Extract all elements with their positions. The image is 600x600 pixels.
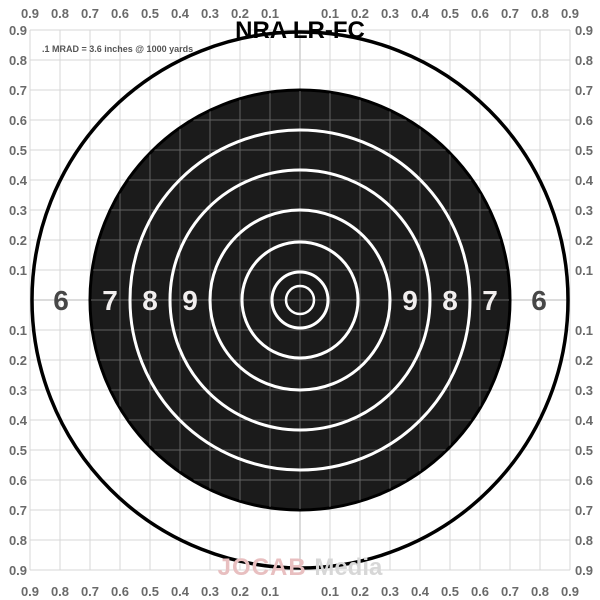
tick-top: 0.4 — [411, 6, 430, 21]
tick-left: 0.2 — [9, 353, 27, 368]
tick-left: 0.4 — [9, 413, 28, 428]
tick-right: 0.9 — [575, 23, 593, 38]
tick-left: 0.7 — [9, 83, 27, 98]
tick-right: 0.4 — [575, 173, 594, 188]
tick-bottom: 0.8 — [531, 584, 549, 599]
ring-number: 9 — [182, 285, 198, 316]
tick-left: 0.1 — [9, 263, 27, 278]
tick-bottom: 0.1 — [261, 584, 279, 599]
tick-bottom: 0.9 — [21, 584, 39, 599]
tick-right: 0.6 — [575, 473, 593, 488]
tick-left: 0.6 — [9, 473, 27, 488]
tick-bottom: 0.2 — [351, 584, 369, 599]
tick-right: 0.3 — [575, 383, 593, 398]
tick-left: 0.3 — [9, 383, 27, 398]
ring-number: 8 — [442, 285, 458, 316]
tick-left: 0.5 — [9, 443, 27, 458]
tick-top: 0.3 — [381, 6, 399, 21]
tick-left: 0.7 — [9, 503, 27, 518]
tick-top: 0.9 — [561, 6, 579, 21]
tick-top: 0.7 — [81, 6, 99, 21]
tick-bottom: 0.7 — [81, 584, 99, 599]
tick-right: 0.5 — [575, 143, 593, 158]
tick-left: 0.2 — [9, 233, 27, 248]
title: NRA LR-FC — [235, 17, 365, 44]
tick-left: 0.3 — [9, 203, 27, 218]
tick-bottom: 0.6 — [111, 584, 129, 599]
ring-number: 7 — [482, 285, 498, 316]
tick-left: 0.5 — [9, 143, 27, 158]
tick-bottom: 0.3 — [381, 584, 399, 599]
tick-right: 0.1 — [575, 263, 593, 278]
tick-left: 0.1 — [9, 323, 27, 338]
tick-top: 0.4 — [171, 6, 190, 21]
tick-bottom: 0.2 — [231, 584, 249, 599]
tick-right: 0.8 — [575, 53, 593, 68]
tick-right: 0.2 — [575, 233, 593, 248]
tick-right: 0.7 — [575, 503, 593, 518]
tick-bottom: 0.1 — [321, 584, 339, 599]
tick-bottom: 0.9 — [561, 584, 579, 599]
tick-right: 0.9 — [575, 563, 593, 578]
watermark: JOCAB Media — [218, 554, 383, 581]
ring-number: 6 — [53, 285, 69, 316]
tick-bottom: 0.3 — [201, 584, 219, 599]
tick-top: 0.5 — [441, 6, 459, 21]
tick-left: 0.9 — [9, 23, 27, 38]
tick-top: 0.6 — [471, 6, 489, 21]
tick-right: 0.8 — [575, 533, 593, 548]
ring-number: 8 — [142, 285, 158, 316]
tick-top: 0.7 — [501, 6, 519, 21]
tick-top: 0.6 — [111, 6, 129, 21]
tick-bottom: 0.4 — [171, 584, 190, 599]
tick-left: 0.8 — [9, 53, 27, 68]
ring-number: 7 — [102, 285, 118, 316]
tick-top: 0.8 — [51, 6, 69, 21]
tick-right: 0.1 — [575, 323, 593, 338]
tick-right: 0.2 — [575, 353, 593, 368]
tick-left: 0.8 — [9, 533, 27, 548]
tick-bottom: 0.6 — [471, 584, 489, 599]
tick-bottom: 0.7 — [501, 584, 519, 599]
tick-top: 0.9 — [21, 6, 39, 21]
tick-left: 0.9 — [9, 563, 27, 578]
target-svg: 0.10.10.10.10.10.10.10.10.20.20.20.20.20… — [0, 0, 600, 600]
tick-bottom: 0.5 — [141, 584, 159, 599]
tick-right: 0.7 — [575, 83, 593, 98]
tick-right: 0.6 — [575, 113, 593, 128]
subtitle: .1 MRAD = 3.6 inches @ 1000 yards — [42, 44, 193, 54]
tick-top: 0.8 — [531, 6, 549, 21]
tick-right: 0.4 — [575, 413, 594, 428]
tick-left: 0.4 — [9, 173, 28, 188]
tick-top: 0.5 — [141, 6, 159, 21]
tick-bottom: 0.4 — [411, 584, 430, 599]
tick-right: 0.5 — [575, 443, 593, 458]
tick-top: 0.3 — [201, 6, 219, 21]
ring-number: 9 — [402, 285, 418, 316]
tick-bottom: 0.8 — [51, 584, 69, 599]
ring-number: 6 — [531, 285, 547, 316]
tick-left: 0.6 — [9, 113, 27, 128]
target-diagram-container: { "title": "NRA LR-FC", "title_fontsize"… — [0, 0, 600, 600]
tick-right: 0.3 — [575, 203, 593, 218]
tick-bottom: 0.5 — [441, 584, 459, 599]
